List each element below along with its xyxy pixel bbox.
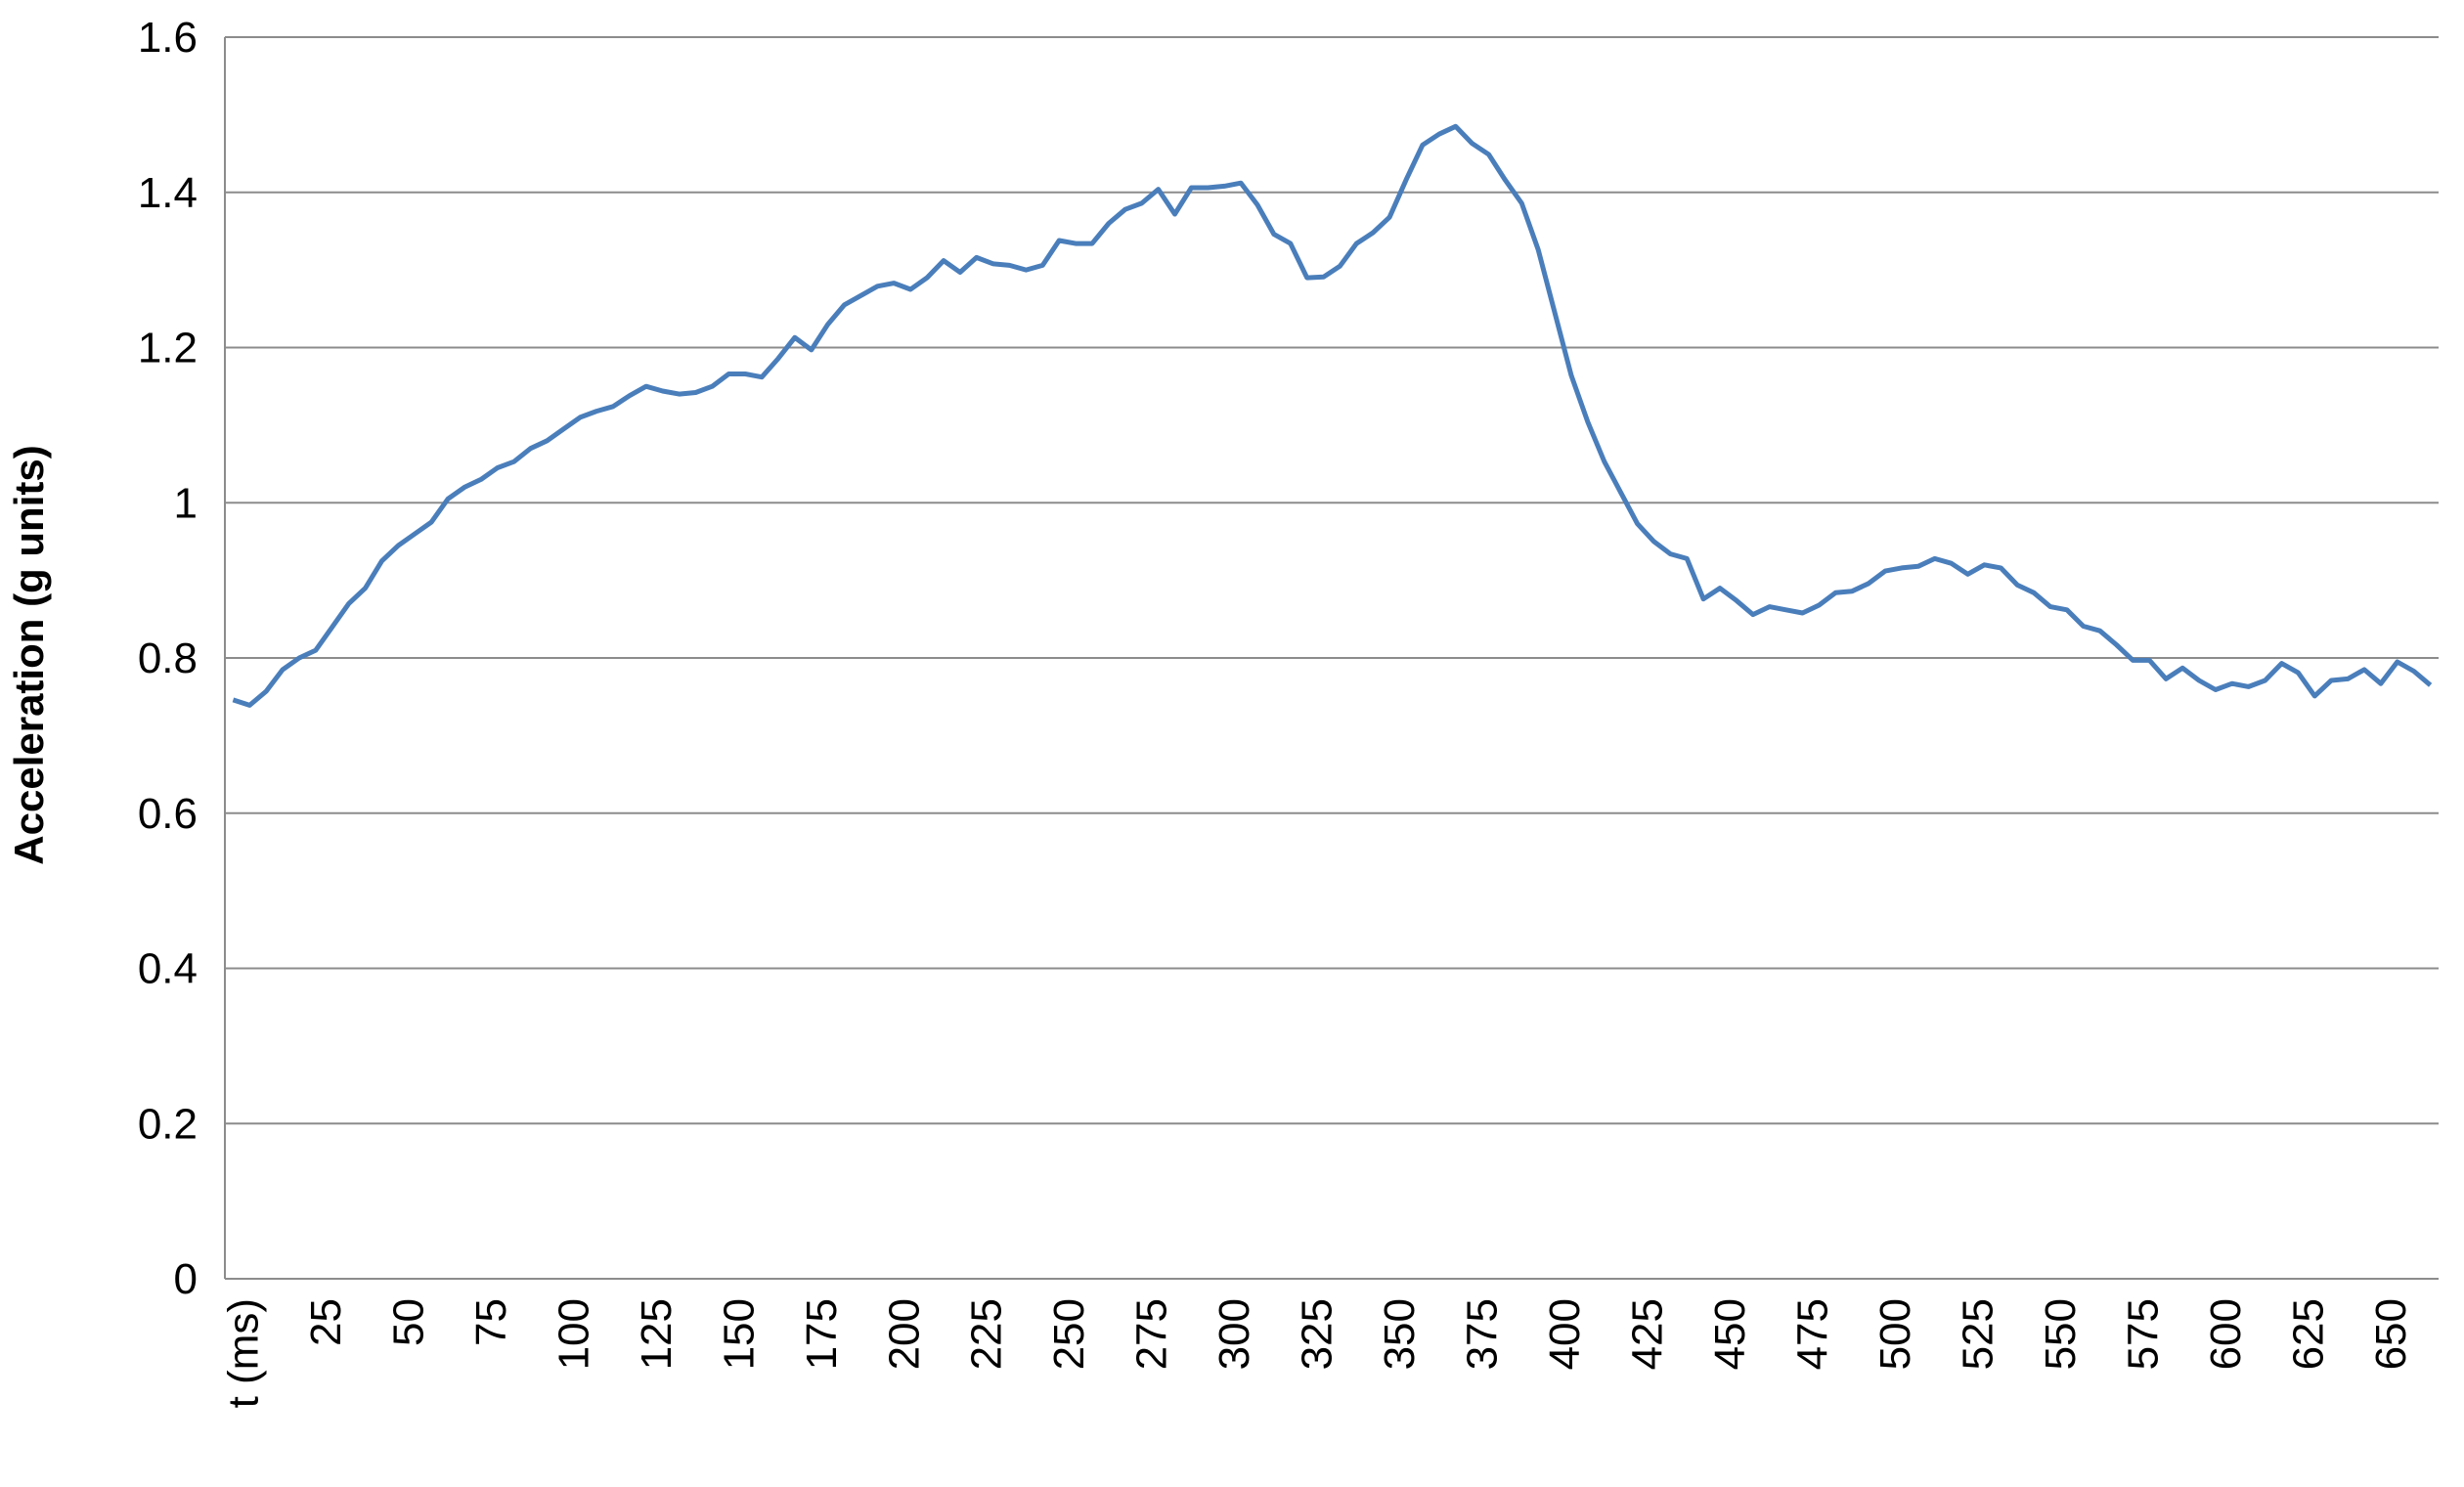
x-tick-label: 450 xyxy=(1706,1298,1754,1370)
data-line xyxy=(232,123,2433,708)
x-tick-label: 150 xyxy=(715,1298,763,1370)
x-tick-label: 200 xyxy=(880,1298,928,1370)
y-tick-label: 0.4 xyxy=(138,945,198,993)
x-tick-label: 425 xyxy=(1624,1298,1672,1370)
x-tick-label: 500 xyxy=(1871,1298,1919,1370)
x-tick-label: 275 xyxy=(1128,1298,1176,1370)
x-tick-label: 400 xyxy=(1541,1298,1589,1370)
x-tick-label: 350 xyxy=(1376,1298,1424,1370)
x-tick-label: 100 xyxy=(550,1298,597,1370)
x-tick-label: 550 xyxy=(2037,1298,2085,1370)
x-tick-label: 625 xyxy=(2284,1298,2332,1370)
x-tick-label: t (ms) xyxy=(219,1298,267,1408)
x-tick-label: 250 xyxy=(1045,1298,1093,1370)
x-tick-label: 325 xyxy=(1294,1298,1342,1370)
x-tick-label: 575 xyxy=(2119,1298,2167,1370)
y-tick-label: 0.2 xyxy=(138,1100,198,1148)
y-tick-label: 0.6 xyxy=(138,790,198,838)
x-tick-label: 75 xyxy=(467,1298,515,1346)
x-tick-label: 125 xyxy=(633,1298,681,1370)
y-tick-label: 0 xyxy=(174,1255,198,1303)
x-tick-label: 650 xyxy=(2367,1298,2415,1370)
x-tick-label: 600 xyxy=(2202,1298,2250,1370)
y-tick-label: 1.6 xyxy=(138,14,198,62)
x-tick-label: 175 xyxy=(798,1298,846,1370)
x-tick-label: 225 xyxy=(963,1298,1011,1370)
x-tick-label: 475 xyxy=(1789,1298,1837,1370)
y-axis-label: Acceleration (g units) xyxy=(6,445,52,864)
x-tick-label: 50 xyxy=(384,1298,432,1346)
y-tick-label: 1.4 xyxy=(138,169,198,217)
x-tick-label: 375 xyxy=(1459,1298,1507,1370)
x-tick-label: 300 xyxy=(1210,1298,1258,1370)
y-tick-label: 0.8 xyxy=(138,634,198,682)
x-tick-label: 525 xyxy=(1954,1298,2002,1370)
y-tick-label: 1 xyxy=(174,479,198,527)
y-tick-label: 1.2 xyxy=(138,325,198,372)
x-tick-label: 25 xyxy=(302,1298,350,1346)
